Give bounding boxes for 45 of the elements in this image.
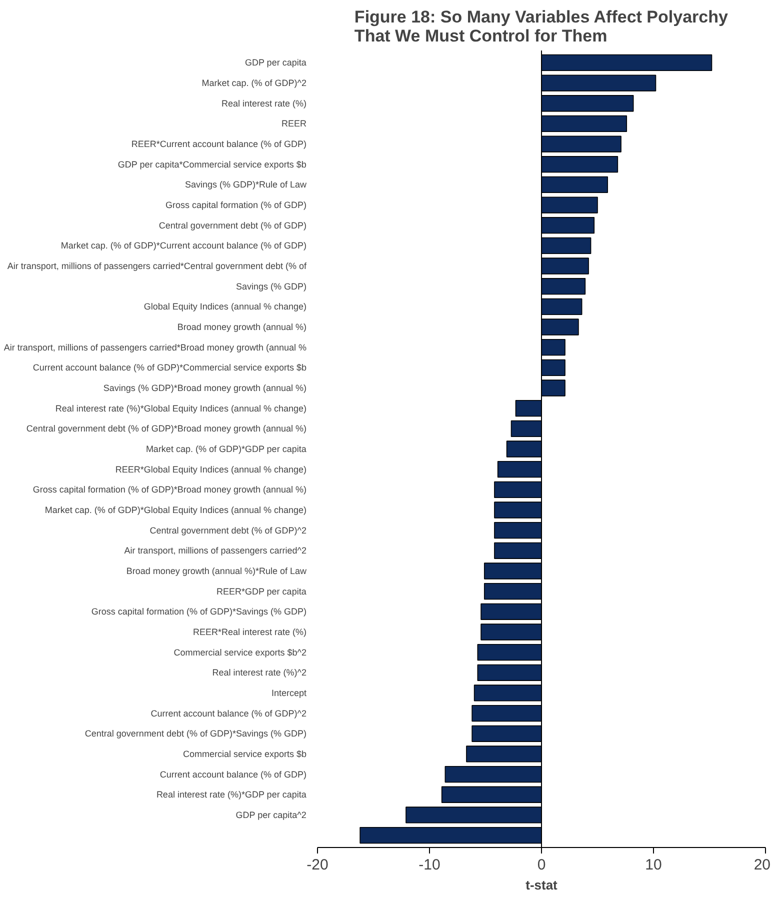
- y-tick-label: GDP per capita*Commercial service exports $b: [118, 159, 306, 170]
- y-tick-label: Intercept: [271, 688, 307, 698]
- y-tick-label: GDP per capita^2: [236, 810, 306, 820]
- y-tick-label: Current account balance (% of GDP): [160, 769, 307, 780]
- y-tick-label: Market cap. (% of GDP)*Current account balance (% of GDP): [60, 240, 307, 251]
- y-tick-label: GDP per capita: [244, 58, 306, 68]
- x-tick-label: -20: [306, 856, 328, 874]
- y-tick-label: Savings (% GDP)*Broad money growth (annual %): [103, 383, 307, 394]
- y-tick-label: Air transport, millions of passengers carried*Broad money growth (annual %: [4, 342, 307, 352]
- y-tick-label: Savings (% GDP): [236, 281, 307, 292]
- y-tick-label: REER*GDP per capita: [216, 586, 306, 596]
- y-tick-label: Real interest rate (%): [221, 98, 307, 108]
- y-tick-label: Market cap. (% of GDP)^2: [202, 78, 307, 88]
- y-tick-label: Market cap. (% of GDP)*GDP per capita: [146, 444, 306, 454]
- x-axis-title: t-stat: [526, 878, 558, 892]
- y-tick-label: Real interest rate (%)*GDP per capita: [156, 790, 306, 800]
- y-tick-label: Current account balance (% of GDP)^2: [150, 708, 306, 718]
- x-tick-label: 0: [537, 856, 546, 874]
- chart-title: Figure 18: So Many Variables Affect Polyarchy That We Must Control for Them: [354, 8, 728, 46]
- y-tick-label: Real interest rate (%)*Global Equity Indices (annual % change): [55, 403, 307, 414]
- y-tick-label: Gross capital formation (% of GDP)*Broad money growth (annual %): [32, 484, 307, 495]
- y-tick-label: Gross capital formation (% of GDP): [165, 200, 307, 210]
- y-tick-label: Air transport, millions of passengers carried*Central government debt (% of: [7, 261, 307, 272]
- y-tick-label: Current account balance (% of GDP)*Commercial service exports $b: [32, 362, 306, 373]
- x-tick-label: 20: [754, 856, 771, 874]
- y-tick-label: Savings (% GDP)*Rule of Law: [184, 180, 307, 190]
- x-tick-label: -10: [418, 856, 440, 874]
- y-tick-label: REER*Current account balance (% of GDP): [131, 139, 307, 150]
- y-tick-label: Broad money growth (annual %)*Rule of Law: [126, 566, 307, 576]
- y-tick-label: Central government debt (% of GDP)*Broad money growth (annual %): [26, 424, 307, 434]
- x-tick-label: 10: [645, 856, 662, 874]
- y-tick-label: Global Equity Indices (annual % change): [144, 302, 307, 312]
- y-tick-label: Central government debt (% of GDP)^2: [150, 525, 307, 536]
- y-tick-label: Commercial service exports $b: [182, 748, 307, 759]
- y-tick-label: REER*Global Equity Indices (annual % change): [115, 464, 307, 474]
- y-tick-label: REER*Real interest rate (%): [192, 626, 307, 637]
- y-tick-label: Air transport, millions of passengers carried^2: [124, 546, 307, 556]
- y-tick-label: Real interest rate (%)^2: [212, 668, 307, 678]
- y-tick-label: Commercial service exports $b^2: [174, 647, 307, 658]
- y-tick-label: Central government debt (% of GDP)*Savings (% GDP): [84, 728, 307, 739]
- y-tick-label: Gross capital formation (% of GDP)*Savings (% GDP): [91, 606, 307, 617]
- y-tick-label: Broad money growth (annual %): [177, 322, 307, 332]
- y-tick-label: Market cap. (% of GDP)*Global Equity Indices (annual % change): [44, 504, 307, 515]
- y-tick-label: REER: [281, 118, 307, 129]
- y-tick-label: Central government debt (% of GDP): [158, 220, 307, 230]
